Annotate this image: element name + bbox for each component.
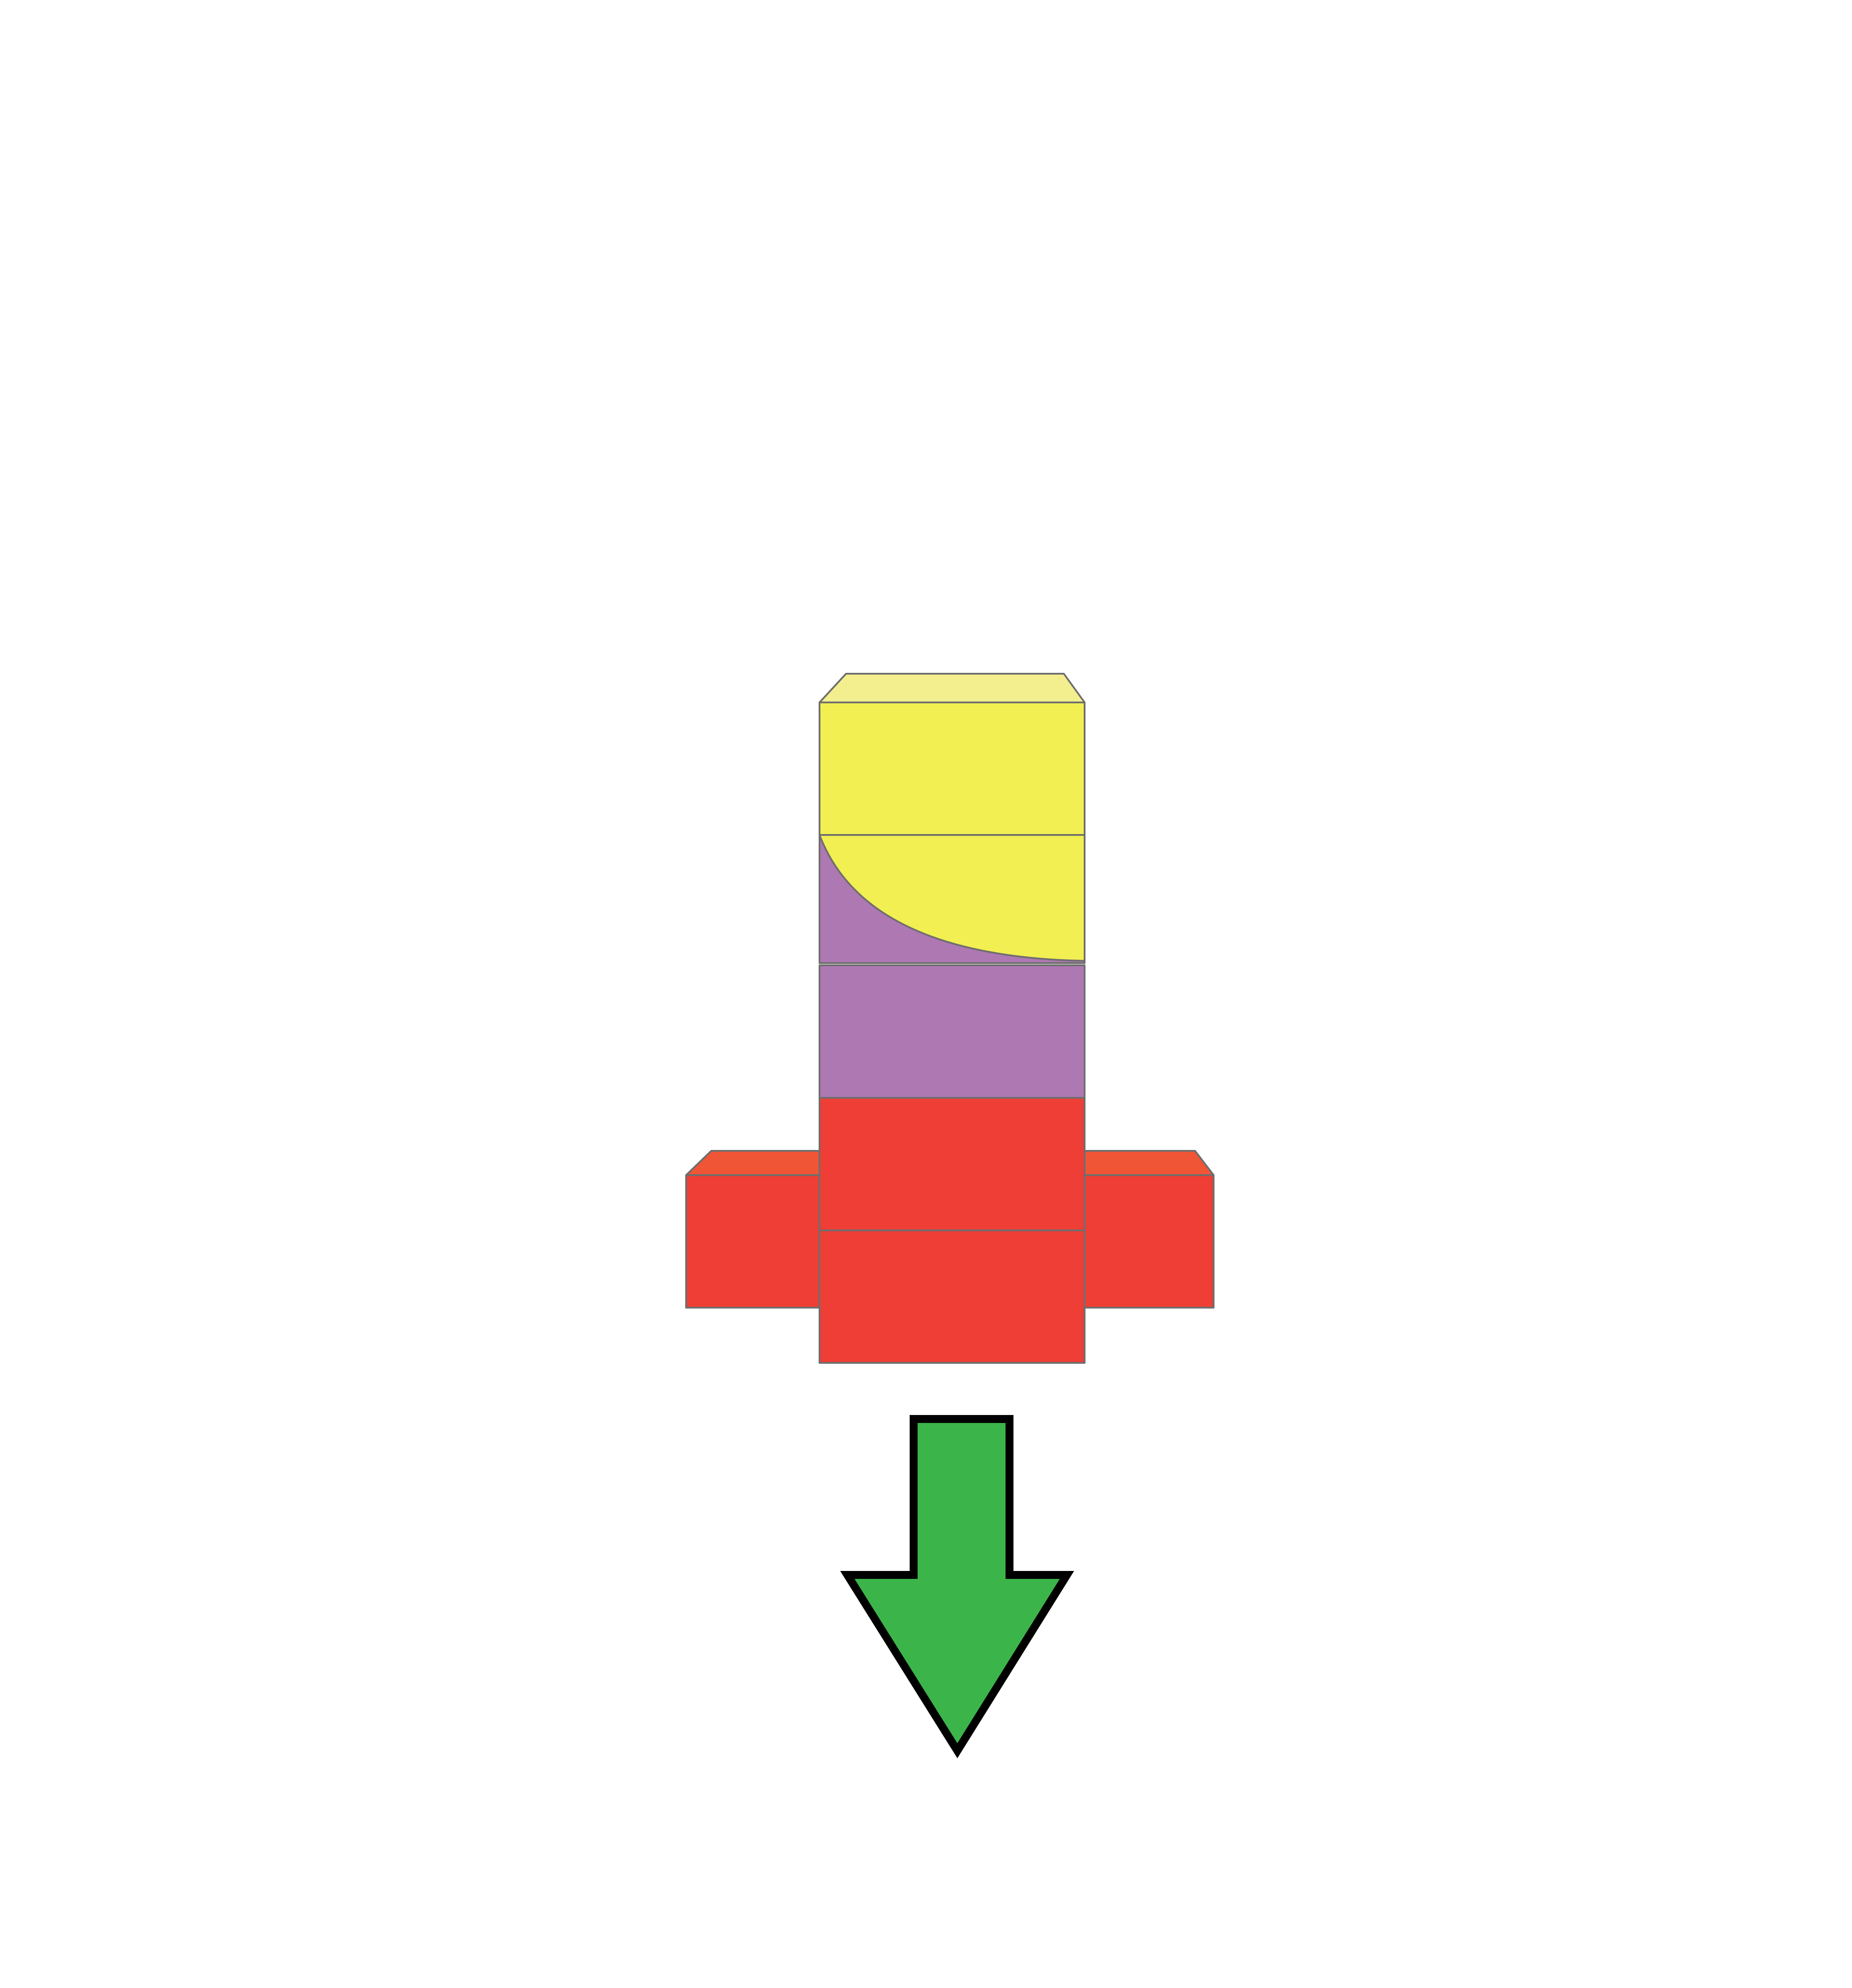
right-red-block [1084,1150,1214,1309]
yellow-block-top-face [819,673,1085,703]
right-red-block-front-face [1084,1174,1214,1309]
left-red-block-top-face [685,1150,823,1176]
upper-red-block [819,1097,1085,1231]
lower-red-block [819,1229,1085,1364]
right-red-block-top-face [1084,1150,1214,1176]
left-red-block [685,1150,823,1309]
block-column [819,673,1085,1364]
arrow-down-icon [840,1415,1074,1758]
purple-block [819,964,1085,1099]
split-block [819,834,1085,964]
yellow-block [819,702,1085,836]
split-block-yellow-part [819,834,1085,962]
left-red-block-front-face [685,1174,823,1309]
